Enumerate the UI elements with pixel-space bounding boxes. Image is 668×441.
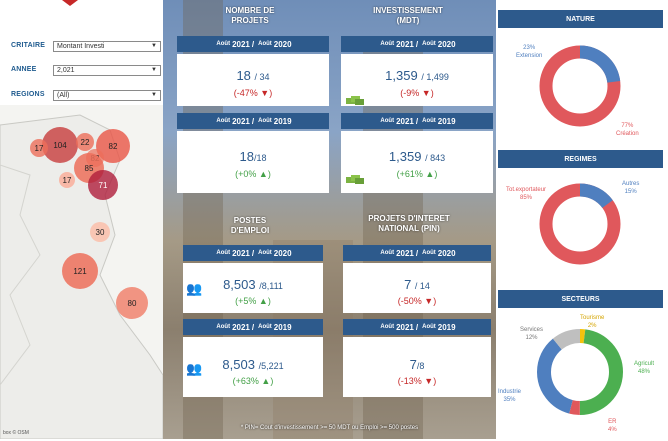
emploi-delta-2019: (+63% ▲) bbox=[232, 376, 274, 386]
regimes-header: REGIMES bbox=[498, 150, 663, 168]
nature-chart[interactable]: 23% Extension 77% Création bbox=[498, 30, 663, 142]
regimes-donut bbox=[539, 183, 621, 265]
projets-kpi-2020: 18 / 34 bbox=[236, 68, 270, 83]
invest-header-2020: Août 2021/Août 2020 bbox=[341, 36, 493, 52]
invest-delta-2020: (-9% ▼) bbox=[400, 88, 434, 98]
secteurs-slice-industrie[interactable] bbox=[537, 329, 623, 415]
people-icon: 👥 bbox=[186, 361, 203, 376]
regimes-tot-label: Tot.exportateur 85% bbox=[506, 187, 547, 201]
map-bubble[interactable]: 30 bbox=[90, 222, 110, 242]
kpi-panel: NOMBRE DE PROJETS Août 2021/Août 2020 18 /… bbox=[163, 0, 496, 439]
pin-footnote: * PIN= Cout d'investissement >= 50 MDT o… bbox=[240, 425, 419, 431]
map-bubble[interactable]: 17 bbox=[59, 172, 75, 188]
projets-header-2019: Août 2021/Août 2019 bbox=[177, 113, 329, 129]
pin-title: PROJETS D'INTERET NATIONAL (PIN) bbox=[368, 214, 450, 233]
people-icon: 👥 bbox=[186, 281, 203, 296]
nature-cre-label: 77% Création bbox=[616, 123, 639, 137]
invest-delta-2019: (+61% ▲) bbox=[396, 169, 438, 179]
chevron-down-icon: ▼ bbox=[151, 67, 157, 73]
top-marker-icon bbox=[62, 0, 78, 6]
regimes-slice-autres[interactable] bbox=[539, 183, 621, 265]
secteurs-slice-services[interactable] bbox=[537, 329, 623, 415]
pin-card-2019: 7/8 (-13% ▼) bbox=[343, 337, 491, 397]
invest-kpi-2020: 1,359 / 1,499 bbox=[385, 68, 449, 83]
invest-header-2019: Août 2021/Août 2019 bbox=[341, 113, 493, 129]
chevron-down-icon: ▼ bbox=[151, 43, 157, 49]
critere-value: Montant Investi bbox=[57, 43, 105, 50]
breakdown-panel: NATURE 23% Extension 77% Création REGIMES … bbox=[496, 0, 668, 439]
map-bubble[interactable]: 22 bbox=[76, 133, 94, 151]
invest-card-2019: 1,359 / 843 (+61% ▲) bbox=[341, 131, 493, 193]
invest-card-2020: 1,359 / 1,499 (-9% ▼) bbox=[341, 54, 493, 106]
projets-delta-2020: (-47% ▼) bbox=[233, 88, 273, 98]
invest-title: INVESTISSEMENT (MDT) bbox=[373, 6, 443, 25]
projets-header-2020: Août 2021/Août 2020 bbox=[177, 36, 329, 52]
map-attribution: box © OSM bbox=[3, 430, 29, 436]
map-bubble[interactable]: 104 bbox=[42, 127, 78, 163]
projets-card-2019: 18/18 (+0% ▲) bbox=[177, 131, 329, 193]
annee-value: 2,021 bbox=[57, 67, 75, 74]
nature-ext-label: 23% Extension bbox=[516, 45, 543, 59]
pin-kpi-2020: 7 / 14 bbox=[404, 277, 430, 292]
secteurs-er-label: ER 4% bbox=[608, 419, 617, 433]
chevron-down-icon: ▼ bbox=[151, 92, 157, 98]
critere-label: CRITAIRE bbox=[11, 42, 46, 49]
pin-header-2020: Août 2021/Août 2020 bbox=[343, 245, 491, 261]
secteurs-slice-agri[interactable] bbox=[537, 329, 623, 415]
secteurs-tourisme-label: Tourisme 2% bbox=[580, 315, 605, 329]
nature-slice-extension[interactable] bbox=[539, 45, 621, 127]
map-view[interactable]: 104 82 22 17 82 85 71 17 30 121 80 box ©… bbox=[0, 105, 163, 439]
projets-card-2020: 18 / 34 (-47% ▼) bbox=[177, 54, 329, 106]
secteurs-industrie-label: Industrie 35% bbox=[498, 389, 522, 403]
map-bubble[interactable]: 121 bbox=[62, 253, 98, 289]
map-bubble[interactable]: 71 bbox=[88, 170, 118, 200]
pin-delta-2020: (-50% ▼) bbox=[397, 296, 437, 306]
pin-kpi-2019: 7/8 bbox=[409, 357, 425, 372]
projets-title: NOMBRE DE PROJETS bbox=[225, 6, 275, 25]
filters-panel: CRITAIRE Montant Investi ▼ ANNEE 2,021 ▼… bbox=[0, 0, 163, 439]
regions-value: (All) bbox=[57, 92, 70, 99]
annee-select[interactable]: 2,021 ▼ bbox=[53, 65, 161, 76]
emploi-kpi-2020: 8,503 /8,111 bbox=[223, 277, 283, 292]
emploi-delta-2020: (+5% ▲) bbox=[235, 296, 271, 306]
nature-donut bbox=[539, 45, 621, 127]
projets-kpi-2019: 18/18 bbox=[239, 149, 267, 164]
critere-select[interactable]: Montant Investi ▼ bbox=[53, 41, 161, 52]
emploi-title: POSTES D'EMPLOI bbox=[230, 216, 270, 235]
invest-kpi-2019: 1,359 / 843 bbox=[388, 149, 446, 164]
secteurs-services-label: Services 12% bbox=[520, 327, 544, 341]
regimes-chart[interactable]: Tot.exportateur 85% Autres 15% bbox=[498, 170, 663, 282]
secteurs-agri-label: Agricult 48% bbox=[634, 361, 655, 375]
pin-card-2020: 7 / 14 (-50% ▼) bbox=[343, 263, 491, 313]
emploi-card-2019: 👥 8,503 /5,221 (+63% ▲) bbox=[183, 337, 323, 397]
emploi-header-2019: Août 2021/Août 2019 bbox=[183, 319, 323, 335]
regions-select[interactable]: (All) ▼ bbox=[53, 90, 161, 101]
nature-header: NATURE bbox=[498, 10, 663, 28]
regimes-autres-label: Autres 15% bbox=[622, 181, 640, 195]
map-bubble[interactable]: 80 bbox=[116, 287, 148, 319]
emploi-header-2020: Août 2021/Août 2020 bbox=[183, 245, 323, 261]
secteurs-header: SECTEURS bbox=[498, 290, 663, 308]
annee-label: ANNEE bbox=[11, 66, 37, 73]
money-icon bbox=[346, 171, 364, 184]
regions-label: REGIONS bbox=[11, 91, 45, 98]
pin-delta-2019: (-13% ▼) bbox=[397, 376, 437, 386]
map-bubble[interactable]: 17 bbox=[30, 139, 48, 157]
projets-delta-2019: (+0% ▲) bbox=[235, 169, 271, 179]
emploi-kpi-2019: 8,503 /5,221 bbox=[222, 357, 284, 372]
secteurs-donut bbox=[537, 329, 623, 415]
emploi-card-2020: 👥 8,503 /8,111 (+5% ▲) bbox=[183, 263, 323, 313]
pin-header-2019: Août 2021/Août 2019 bbox=[343, 319, 491, 335]
secteurs-chart[interactable]: Tourisme 2% Services 12% Agricult 48% Indus… bbox=[498, 310, 663, 436]
money-icon bbox=[346, 92, 364, 105]
